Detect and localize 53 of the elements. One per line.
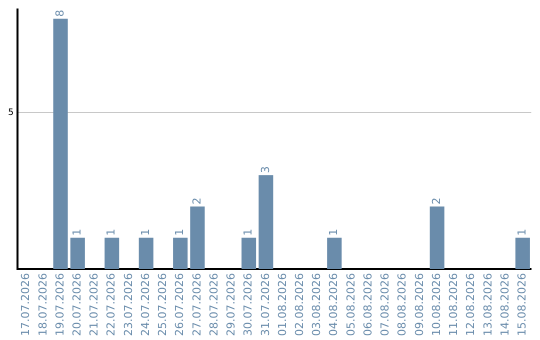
x-tick-label: 12.08.2026 [464, 273, 478, 336]
x-tick-label: 27.07.2026 [190, 273, 204, 336]
data-label: 1 [327, 228, 340, 236]
bar [173, 238, 188, 270]
data-label: 2 [430, 197, 443, 204]
x-tick-label: 09.08.2026 [412, 273, 426, 336]
x-tick-label: 06.08.2026 [361, 273, 374, 336]
bar [242, 238, 256, 270]
data-label: 8 [53, 10, 66, 17]
x-tick-label: 23.07.2026 [122, 273, 135, 336]
x-tick-label: 02.08.2026 [293, 273, 306, 336]
x-tick-label: 01.08.2026 [276, 273, 289, 336]
bar [327, 238, 342, 270]
x-tick-label: 05.08.2026 [344, 273, 358, 336]
bar [515, 238, 530, 270]
bar [258, 175, 274, 270]
x-tick-label: 28.07.2026 [207, 273, 220, 336]
data-label: 2 [190, 197, 204, 204]
y-tick-label: 5 [8, 108, 14, 118]
x-tick-label: 07.08.2026 [378, 273, 392, 336]
x-tick-label: 24.07.2026 [138, 273, 152, 336]
x-tick-label: 21.07.2026 [88, 273, 101, 336]
x-tick-label: 26.07.2026 [173, 273, 186, 336]
data-label: 3 [258, 166, 272, 174]
x-tick-label: 30.07.2026 [242, 273, 255, 336]
bar [138, 238, 154, 270]
x-tick-label: 29.07.2026 [224, 273, 238, 336]
bar [104, 238, 120, 270]
x-tick-label: 31.07.2026 [258, 273, 272, 336]
data-label: 1 [70, 228, 84, 236]
x-tick-label: 20.07.2026 [70, 273, 84, 336]
x-tick-label: 22.07.2026 [104, 273, 118, 336]
x-tick-label: 17.07.2026 [19, 273, 32, 336]
bar [430, 206, 444, 270]
data-label: 1 [138, 228, 152, 236]
bar [190, 206, 205, 270]
x-tick-label: 13.08.2026 [481, 273, 494, 336]
data-label: 1 [173, 228, 186, 236]
x-tick-label: 10.08.2026 [430, 273, 443, 336]
x-tick-label: 25.07.2026 [156, 273, 170, 336]
x-tick-label: 15.08.2026 [516, 273, 529, 336]
data-label: 1 [516, 228, 529, 236]
data-label: 1 [104, 228, 118, 236]
x-tick-label: 03.08.2026 [310, 273, 324, 336]
x-tick-label: 04.08.2026 [327, 273, 340, 336]
bar [70, 238, 85, 270]
x-tick-label: 14.08.2026 [498, 273, 512, 336]
bar [53, 18, 68, 270]
x-tick-label: 18.07.2026 [36, 273, 50, 336]
data-label: 1 [242, 228, 255, 236]
x-tick-label: 19.07.2026 [53, 273, 66, 336]
x-tick-label: 11.08.2026 [447, 273, 460, 336]
x-tick-label: 08.08.2026 [396, 273, 409, 336]
